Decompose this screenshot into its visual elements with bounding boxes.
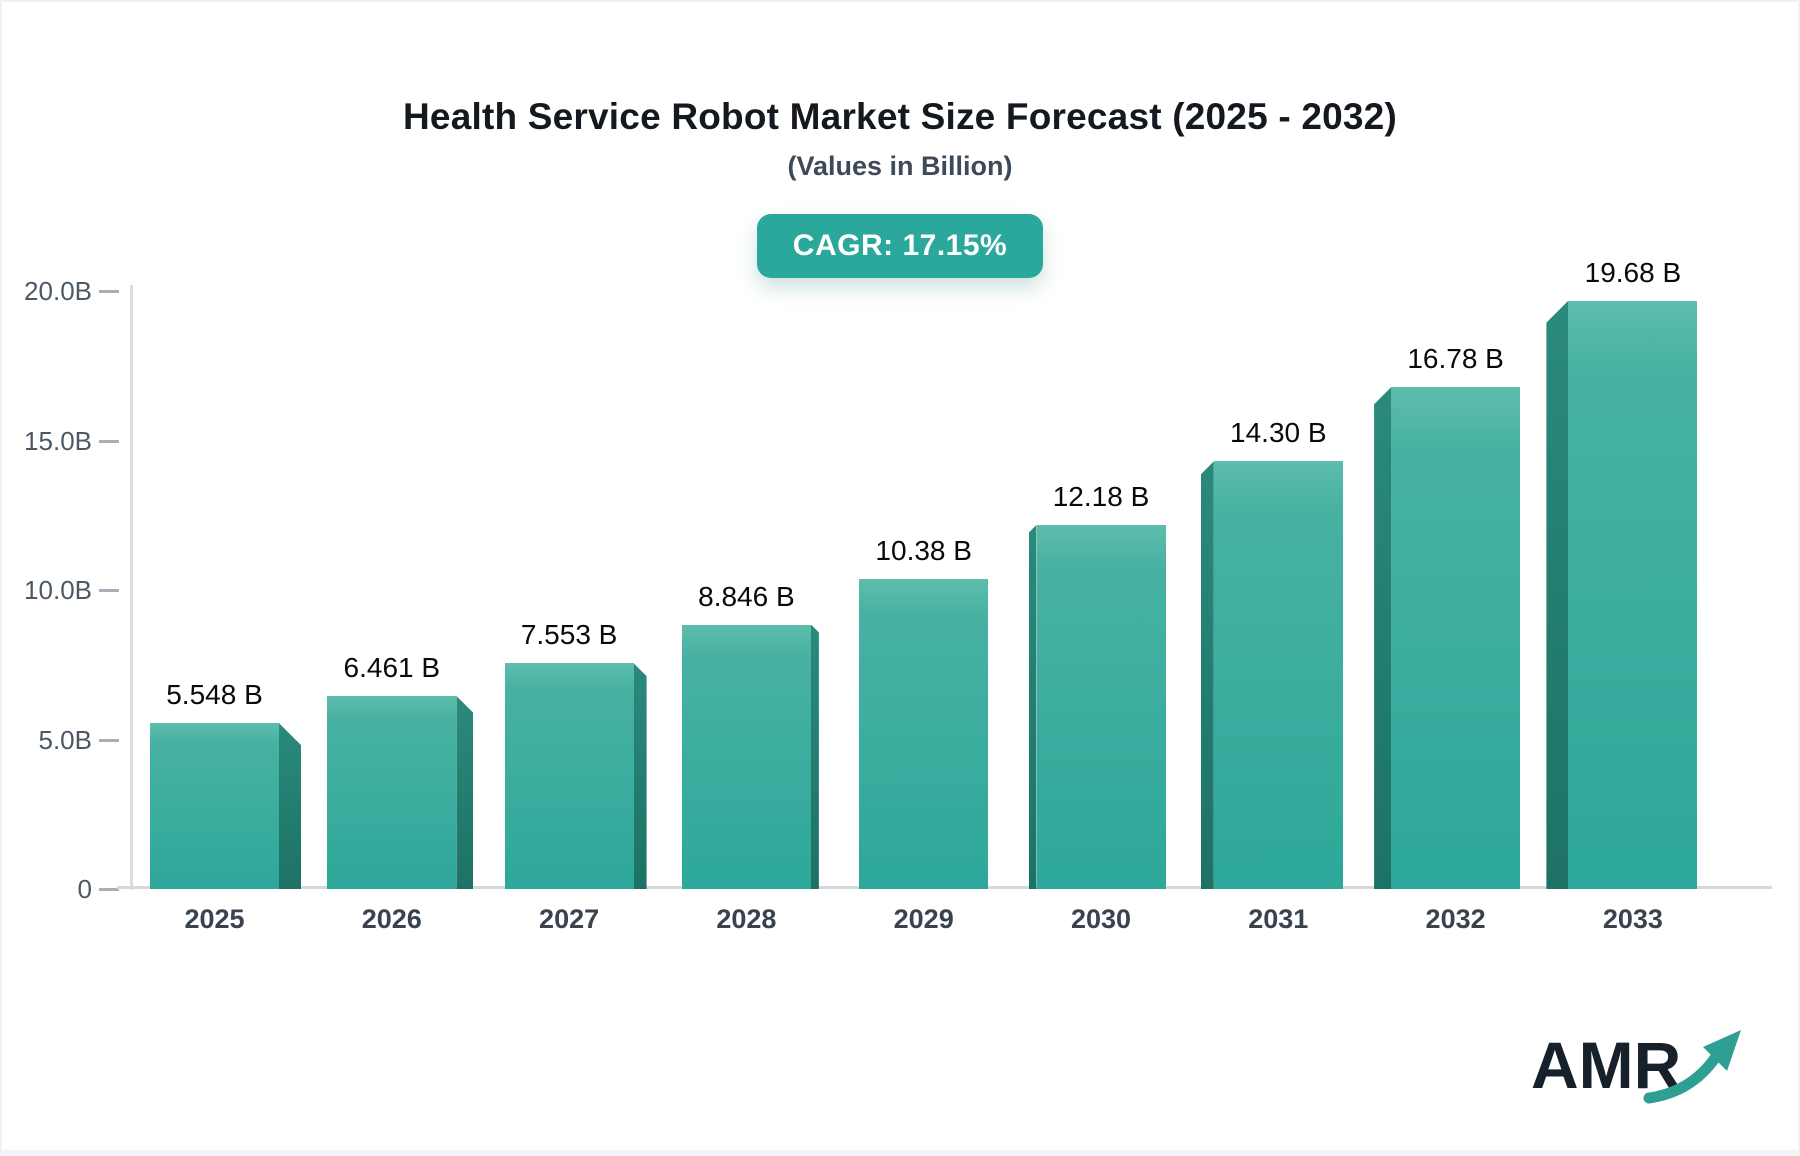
x-axis-label-2027: 2027 xyxy=(539,904,600,934)
bar-side-2025 xyxy=(279,723,301,889)
bar-side-2030 xyxy=(1028,524,1037,889)
bar-value-label-2027: 7.553 B xyxy=(520,619,618,651)
bar-side-2027 xyxy=(633,663,647,889)
bar-2031 xyxy=(1213,461,1343,889)
bar-side-2033 xyxy=(1546,300,1569,889)
x-axis-label-2026: 2026 xyxy=(361,904,422,934)
logo-arrow-head xyxy=(1703,1030,1741,1071)
chart-header: Health Service Robot Market Size Forecas… xyxy=(2,2,1798,278)
x-axis-label-2032: 2032 xyxy=(1425,904,1486,934)
y-tick-mark xyxy=(99,290,119,293)
bar-2027 xyxy=(504,663,634,889)
amr-logo: AMR xyxy=(1531,1028,1741,1104)
y-tick-label: 15.0B xyxy=(24,425,92,456)
amr-logo-text: AMR xyxy=(1531,1028,1681,1102)
bar-value-label-2033: 19.68 B xyxy=(1584,256,1682,288)
chart-subtitle: (Values in Billion) xyxy=(787,151,1013,181)
bar-value-label-2031: 14.30 B xyxy=(1230,417,1327,449)
x-axis-label-2033: 2033 xyxy=(1602,904,1663,934)
bar-value-label-2032: 16.78 B xyxy=(1407,343,1504,375)
bar-2033 xyxy=(1568,300,1698,889)
bar-value-label-2026: 6.461 B xyxy=(343,651,441,683)
bar-2028 xyxy=(681,624,811,889)
bar-2029 xyxy=(859,578,989,889)
bar-value-label-2029: 10.38 B xyxy=(875,534,972,566)
y-tick-label: 10.0B xyxy=(24,575,92,605)
bar-2032 xyxy=(1391,387,1521,889)
x-axis-label-2028: 2028 xyxy=(716,904,777,934)
y-tick-mark xyxy=(99,439,119,443)
bar-side-2026 xyxy=(456,695,474,889)
x-axis-label-2031: 2031 xyxy=(1248,904,1309,934)
chart-title: Health Service Robot Market Size Forecas… xyxy=(403,96,1397,137)
bar-side-2031 xyxy=(1200,461,1214,889)
bar-2025 xyxy=(150,723,279,889)
bar-side-2032 xyxy=(1374,387,1392,889)
cagr-badge: CAGR: 17.15% xyxy=(756,214,1044,278)
x-axis-label-2025: 2025 xyxy=(184,904,245,934)
bar-2030 xyxy=(1036,524,1166,889)
y-tick-label: 20.0B xyxy=(24,276,92,306)
y-tick-mark xyxy=(99,738,119,742)
bar-value-label-2028: 8.846 B xyxy=(698,580,795,612)
bar-value-label-2025: 5.548 B xyxy=(166,679,263,711)
bar-side-2028 xyxy=(810,624,819,889)
x-axis-label-2029: 2029 xyxy=(893,904,954,934)
bar-value-label-2030: 12.18 B xyxy=(1052,480,1150,512)
logo-arrow-curve xyxy=(1643,1052,1721,1104)
y-axis-line xyxy=(130,285,133,890)
x-axis-label-2030: 2030 xyxy=(1070,904,1132,934)
bar-2026 xyxy=(327,695,457,889)
y-tick-mark xyxy=(99,589,119,592)
y-tick-mark xyxy=(99,888,119,891)
y-tick-label: 5.0B xyxy=(38,724,93,755)
y-tick-label: 0 xyxy=(77,874,92,904)
